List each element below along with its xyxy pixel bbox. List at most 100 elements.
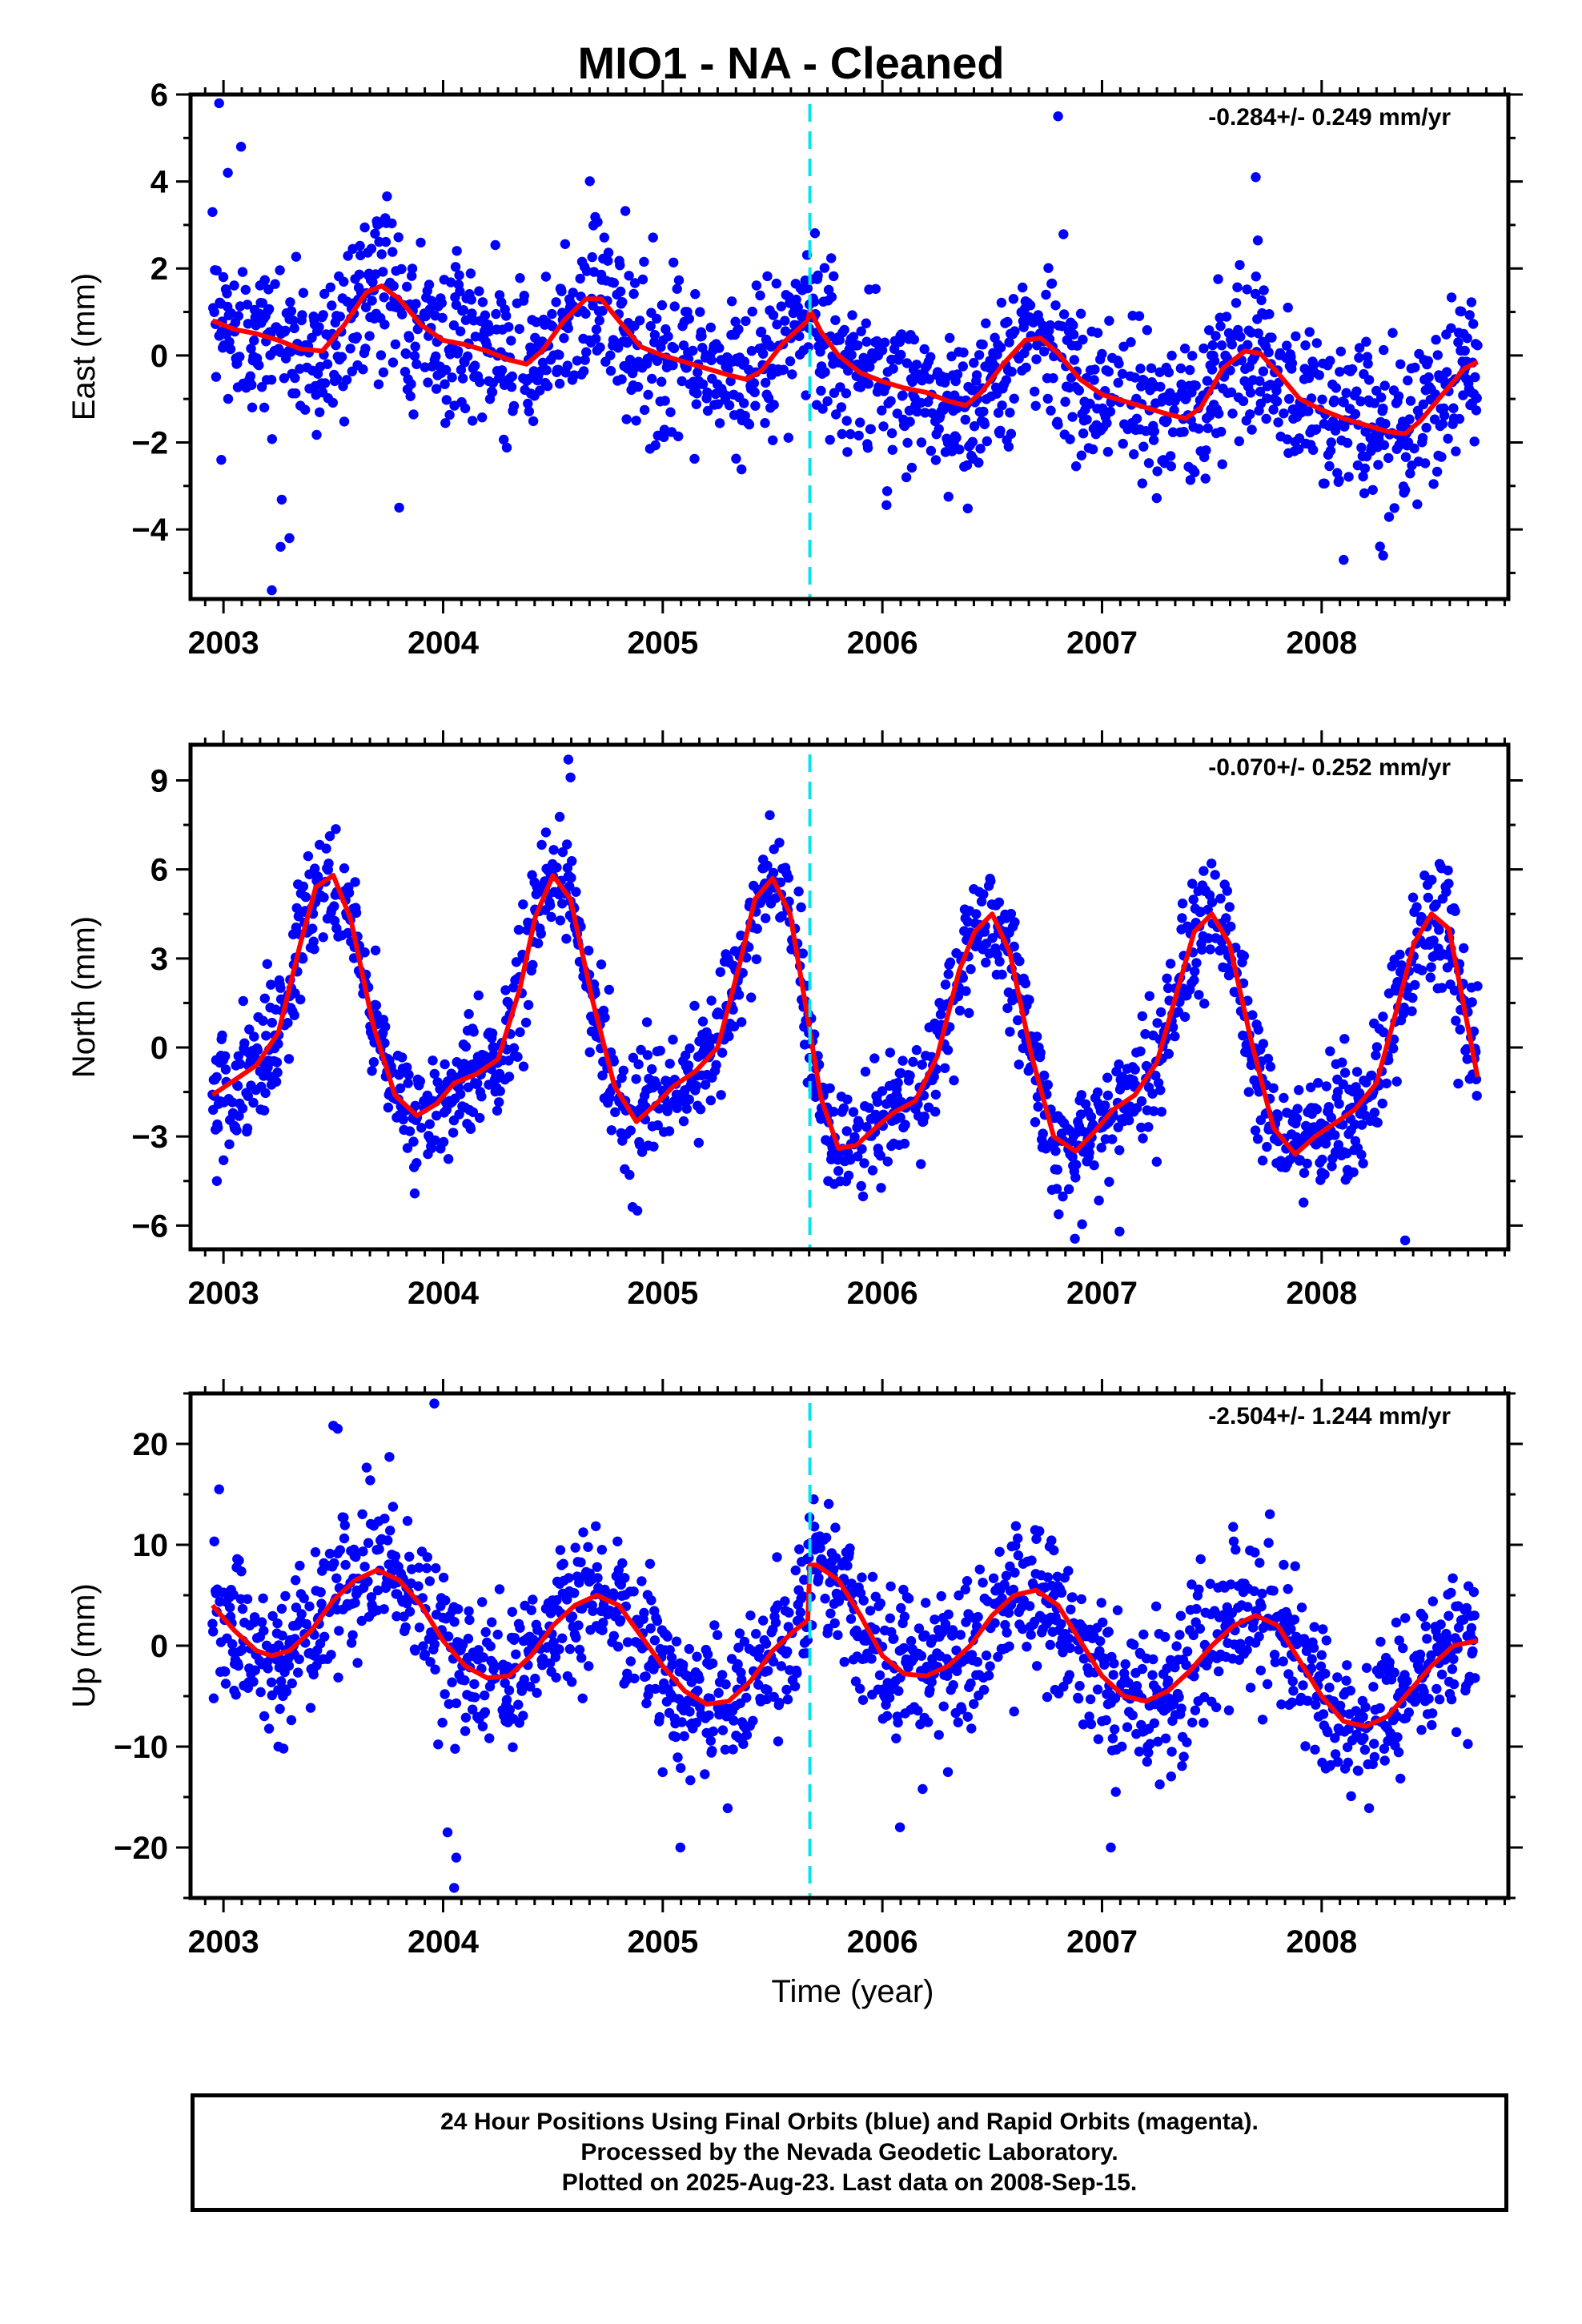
north-point xyxy=(443,1154,454,1164)
north-point xyxy=(895,1112,905,1123)
up-point xyxy=(1375,1636,1386,1647)
east-outlier-point xyxy=(284,533,295,544)
north-point xyxy=(899,1138,910,1149)
up-point xyxy=(899,1611,910,1622)
up-point xyxy=(390,1551,401,1562)
up-point xyxy=(608,1588,619,1598)
up-point xyxy=(366,1592,377,1602)
up-point xyxy=(422,1552,432,1562)
east-x-tick-label: 2008 xyxy=(1286,625,1357,661)
north-point xyxy=(266,979,276,990)
up-point xyxy=(825,1608,836,1618)
east-point xyxy=(524,406,534,416)
north-point xyxy=(416,1123,427,1133)
east-point xyxy=(341,375,352,385)
east-point xyxy=(856,326,866,336)
up-point xyxy=(1283,1669,1294,1679)
up-point xyxy=(555,1545,566,1555)
east-point xyxy=(387,218,397,229)
north-point xyxy=(1010,917,1020,927)
up-point xyxy=(713,1687,724,1699)
east-point xyxy=(886,428,897,439)
east-point xyxy=(436,298,447,308)
east-point xyxy=(996,297,1007,308)
north-point xyxy=(877,1086,888,1096)
north-point xyxy=(300,891,311,903)
up-point xyxy=(691,1717,701,1728)
east-point xyxy=(519,291,529,301)
east-point xyxy=(311,429,322,440)
east-point xyxy=(222,288,232,299)
east-point xyxy=(1117,368,1128,379)
up-point xyxy=(511,1649,521,1659)
east-point xyxy=(270,279,280,289)
north-y-tick-label: 0 xyxy=(151,1031,168,1066)
east-point xyxy=(923,396,934,408)
east-point xyxy=(1217,459,1227,469)
up-point xyxy=(1262,1679,1273,1690)
east-point xyxy=(697,379,709,389)
up-point xyxy=(1145,1739,1155,1749)
east-point xyxy=(603,255,613,266)
east-point xyxy=(733,324,744,335)
up-point xyxy=(384,1452,395,1462)
north-point xyxy=(1461,1043,1472,1055)
north-outlier-point xyxy=(219,1155,229,1166)
north-point xyxy=(1425,972,1436,983)
up-point xyxy=(600,1584,610,1595)
up-point xyxy=(903,1593,914,1604)
north-point xyxy=(1130,1064,1140,1075)
east-point xyxy=(1194,424,1204,434)
up-point xyxy=(1095,1636,1106,1647)
up-point xyxy=(272,1618,283,1629)
north-y-tick-label: 3 xyxy=(151,942,168,977)
east-point xyxy=(650,440,661,451)
north-point xyxy=(383,1102,394,1113)
east-point xyxy=(440,364,452,376)
east-point xyxy=(755,290,765,301)
east-point xyxy=(1235,259,1245,271)
up-point xyxy=(339,1512,349,1523)
east-point xyxy=(343,251,353,261)
east-point xyxy=(1245,388,1256,398)
north-point xyxy=(1351,1067,1363,1077)
up-point xyxy=(480,1626,491,1638)
east-point xyxy=(490,239,500,251)
east-point xyxy=(926,352,936,362)
east-point xyxy=(1005,408,1015,418)
east-point xyxy=(672,283,682,294)
east-point xyxy=(1334,475,1344,485)
east-point xyxy=(452,346,464,356)
up-point xyxy=(1190,1705,1201,1715)
up-point xyxy=(1148,1654,1158,1665)
up-point xyxy=(773,1736,784,1747)
north-point xyxy=(1039,1070,1050,1081)
up-point xyxy=(1063,1566,1074,1576)
up-point xyxy=(1166,1771,1177,1782)
up-point xyxy=(532,1687,542,1699)
north-point xyxy=(1459,943,1469,954)
up-point xyxy=(676,1763,686,1773)
up-point xyxy=(295,1560,305,1571)
north-point xyxy=(1349,1119,1360,1130)
east-point xyxy=(1331,383,1342,393)
north-point xyxy=(1441,887,1452,898)
north-point xyxy=(1372,1117,1383,1128)
north-point xyxy=(1381,1078,1392,1089)
north-point xyxy=(1262,1141,1272,1152)
north-point xyxy=(1080,1099,1091,1110)
east-point xyxy=(1273,417,1283,428)
east-point xyxy=(547,321,558,332)
up-point xyxy=(334,1626,344,1636)
north-point xyxy=(841,1126,852,1136)
up-point xyxy=(881,1711,893,1721)
east-point xyxy=(355,240,365,251)
up-point xyxy=(1098,1617,1108,1628)
east-point xyxy=(224,336,235,348)
east-x-tick-label: 2005 xyxy=(627,625,698,661)
up-point xyxy=(379,1604,389,1614)
east-point xyxy=(958,348,969,358)
east-point xyxy=(1460,345,1470,356)
east-point xyxy=(1004,337,1014,348)
east-point xyxy=(684,313,694,324)
